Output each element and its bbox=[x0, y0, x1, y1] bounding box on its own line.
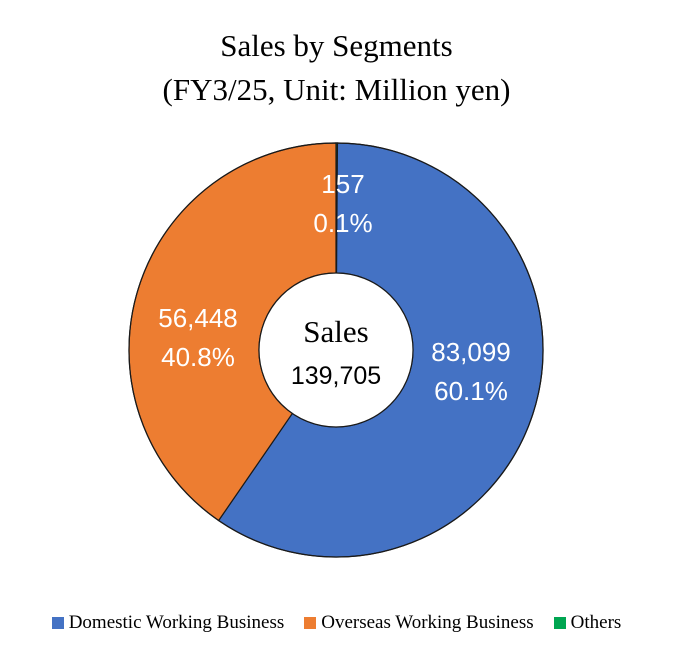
data-label-value-overseas: 56,448 bbox=[158, 303, 238, 333]
data-label-value-domestic: 83,099 bbox=[431, 337, 511, 367]
legend-swatch-overseas bbox=[304, 617, 317, 629]
legend-label-overseas: Overseas Working Business bbox=[321, 612, 534, 633]
legend-item-others: Others bbox=[553, 612, 622, 634]
data-label-percent-domestic: 60.1% bbox=[434, 376, 508, 406]
center-label: Sales bbox=[303, 314, 368, 349]
data-label-percent-others: 0.1% bbox=[313, 208, 372, 238]
data-label-value-others: 157 bbox=[321, 169, 364, 199]
legend-swatch-others bbox=[553, 617, 566, 629]
legend-label-domestic: Domestic Working Business bbox=[68, 612, 285, 633]
legend-label-others: Others bbox=[570, 612, 622, 633]
chart-legend: Domestic Working Business Overseas Worki… bbox=[0, 612, 673, 634]
donut-hole bbox=[258, 272, 414, 428]
donut-chart: 157 0.1% 83,099 60.1% 56,448 40.8% Sales 139,70… bbox=[128, 142, 544, 558]
donut-outline bbox=[128, 142, 544, 558]
chart-title: Sales by Segments bbox=[220, 28, 453, 63]
legend-item-domestic: Domestic Working Business bbox=[51, 612, 285, 634]
chart-subtitle: (FY3/25, Unit: Million yen) bbox=[162, 72, 511, 107]
legend-swatch-domestic bbox=[51, 617, 64, 629]
center-value: 139,705 bbox=[291, 362, 381, 390]
data-label-percent-overseas: 40.8% bbox=[161, 342, 235, 372]
legend-item-overseas: Overseas Working Business bbox=[304, 612, 534, 634]
